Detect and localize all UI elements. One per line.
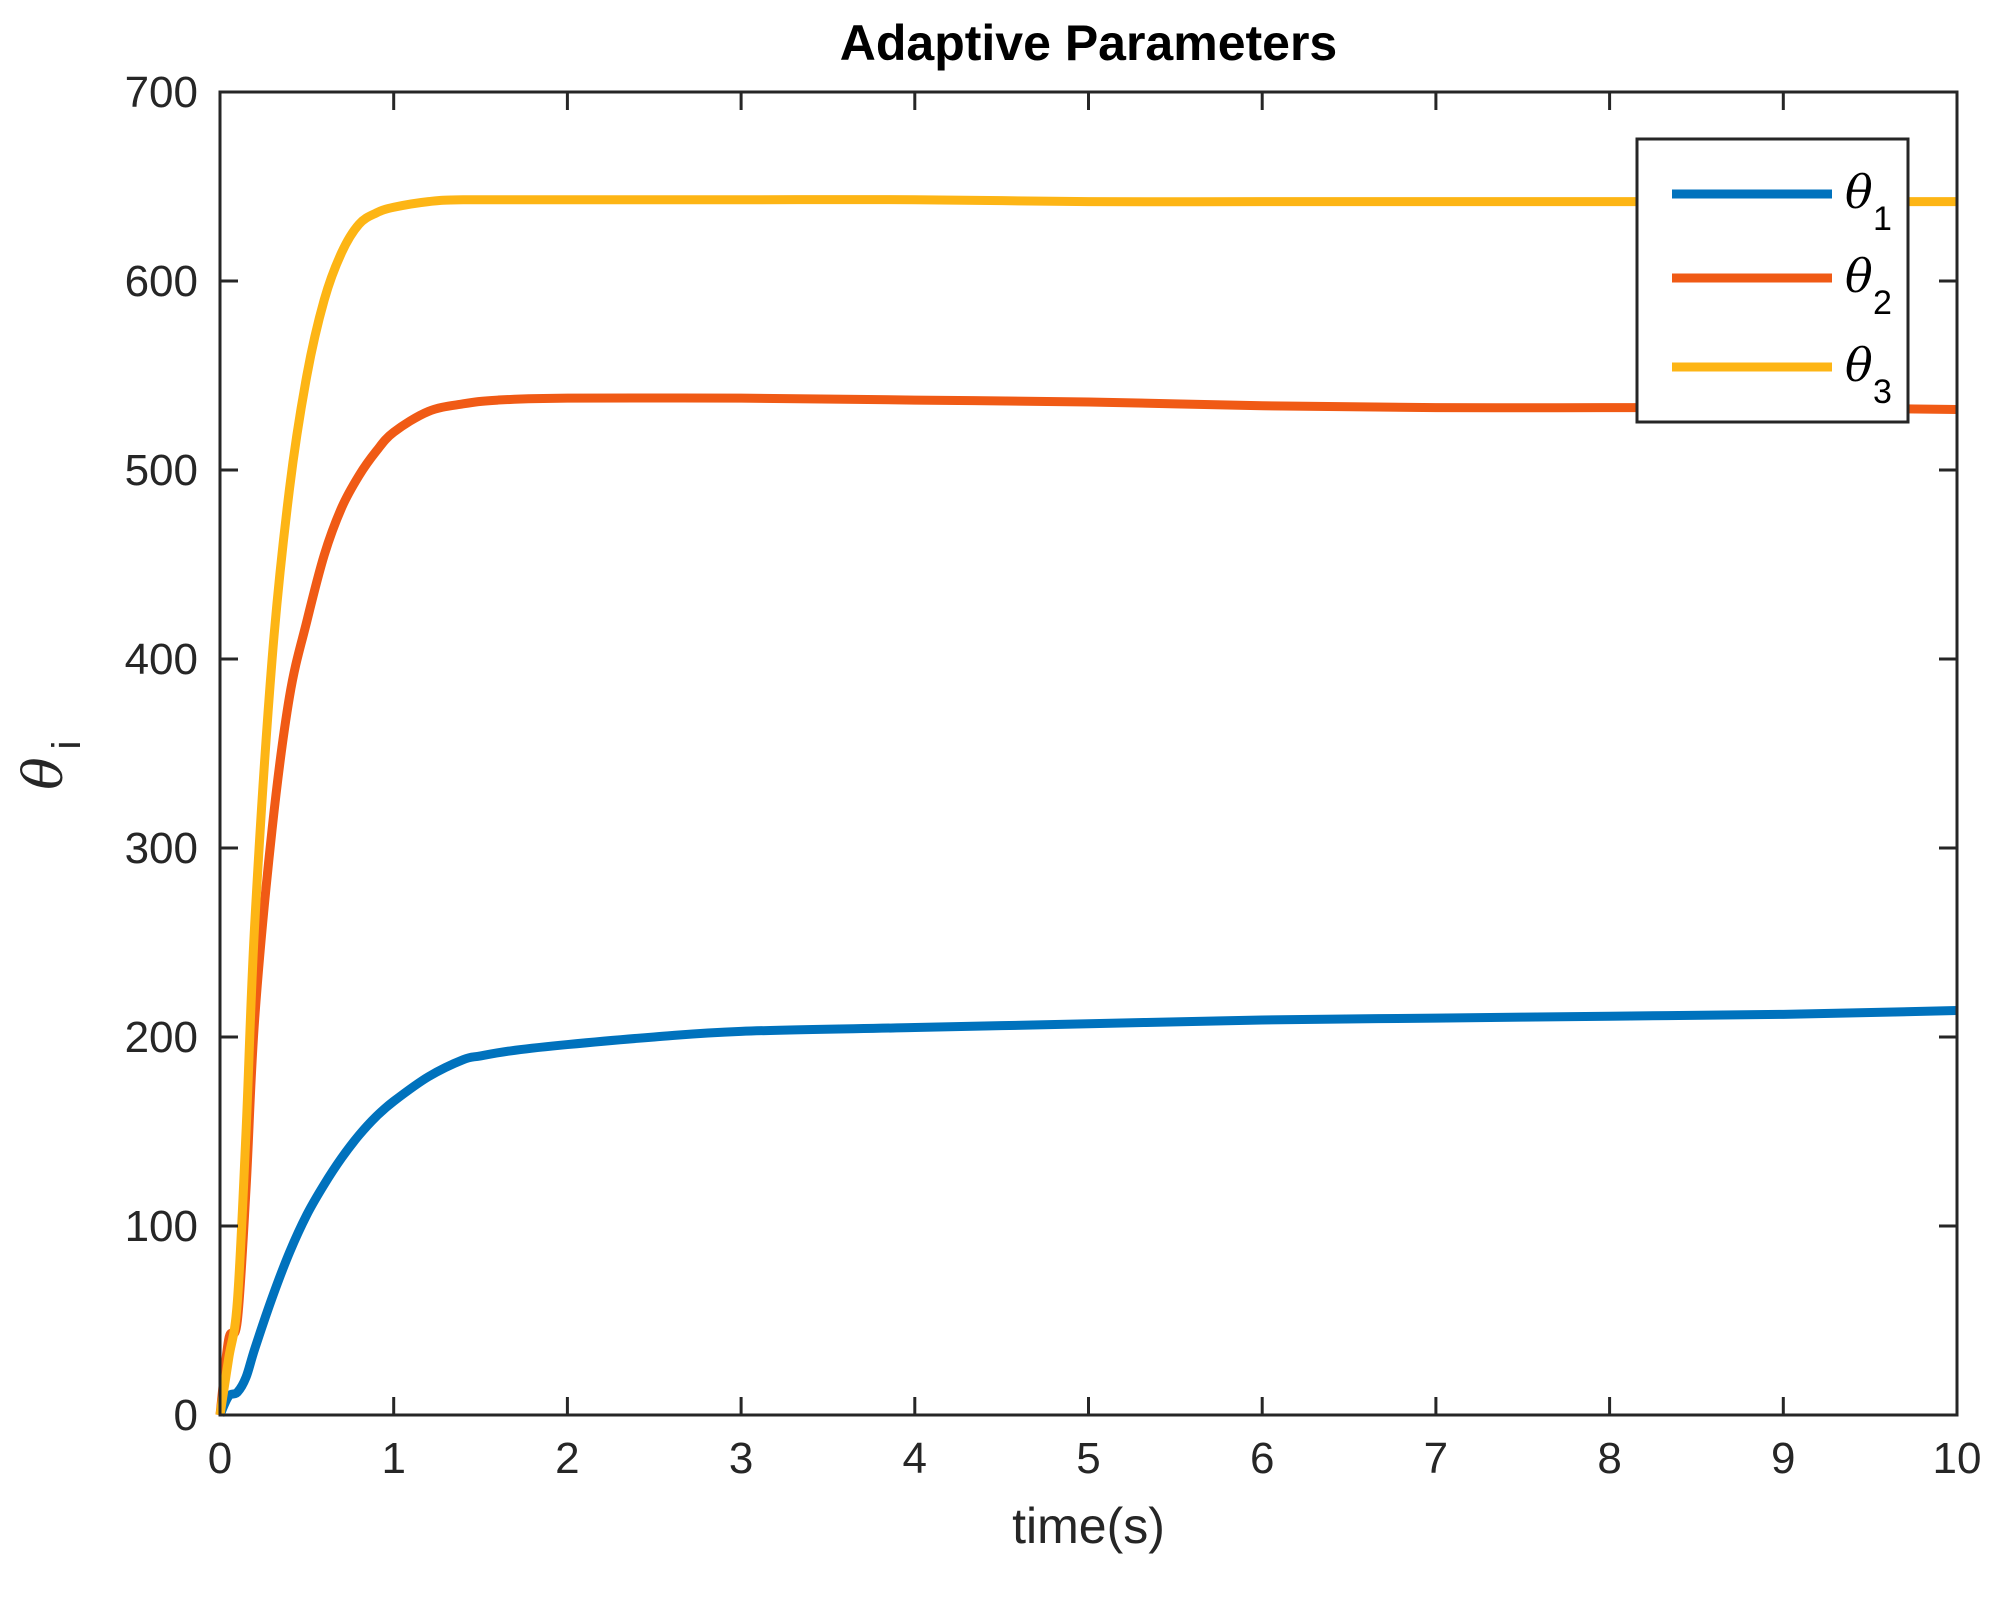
legend-label-symbol: θ (1845, 165, 1873, 219)
y-axis-label: θ i (12, 741, 89, 790)
y-tick-label: 300 (125, 824, 198, 873)
series-line-theta-3 (215, 195, 1957, 1416)
y-axis-label-symbol: θ (12, 757, 75, 790)
x-tick-label: 1 (381, 1434, 405, 1483)
y-tick-label: 100 (125, 1202, 198, 1251)
y-tick-label: 700 (125, 68, 198, 117)
y-tick-label: 0 (174, 1391, 198, 1440)
x-tick-label: 4 (903, 1434, 927, 1483)
x-tick-label: 0 (208, 1434, 232, 1483)
x-tick-label: 2 (555, 1434, 579, 1483)
series-layer (215, 195, 1958, 1417)
legend-entries: θ 1θ 2θ 3 (1672, 165, 1892, 411)
x-tick-label: 6 (1250, 1434, 1274, 1483)
x-tick-label: 9 (1771, 1434, 1795, 1483)
x-tick-label: 10 (1933, 1434, 1982, 1483)
x-tick-label: 8 (1597, 1434, 1621, 1483)
legend-label-subscript: 2 (1873, 284, 1892, 322)
y-tick-label: 600 (125, 257, 198, 306)
y-tick-label: 500 (125, 446, 198, 495)
x-tick-label: 5 (1076, 1434, 1100, 1483)
legend-label-symbol: θ (1845, 338, 1873, 392)
chart-title: Adaptive Parameters (840, 15, 1337, 71)
y-tick-label: 200 (125, 1013, 198, 1062)
x-tick-label: 3 (729, 1434, 753, 1483)
y-tick-label: 400 (125, 635, 198, 684)
x-tick-label: 7 (1424, 1434, 1448, 1483)
legend: θ 1θ 2θ 3 (1635, 137, 1910, 424)
series-line-theta-1 (215, 1006, 1958, 1417)
legend-label-symbol: θ (1845, 249, 1873, 303)
legend-label-subscript: 1 (1873, 200, 1892, 238)
legend-label-subscript: 3 (1873, 373, 1892, 411)
x-axis-label: time(s) (1012, 1498, 1165, 1554)
y-axis-label-subscript: i (45, 741, 89, 750)
